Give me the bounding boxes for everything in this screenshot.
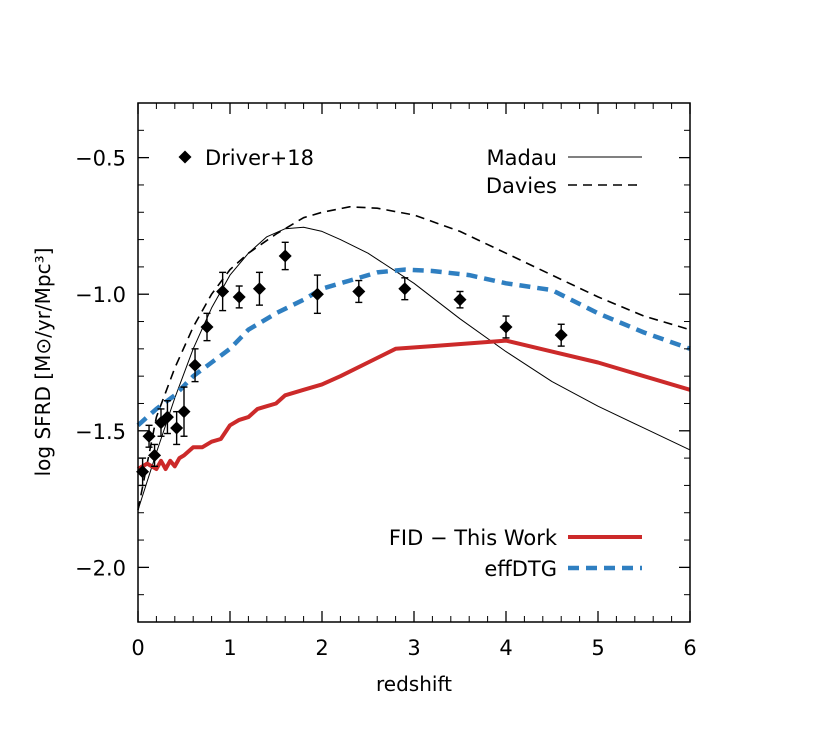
data-point-diamond	[278, 249, 292, 263]
data-point-diamond	[142, 429, 156, 443]
legend-layer: Driver+18 Madau Davies FID − This Work effDT…	[178, 146, 642, 581]
legend-label-driver-18: Driver+18	[205, 146, 314, 170]
data-point-diamond	[499, 320, 513, 334]
data-point-diamond	[188, 358, 202, 372]
legend-label-fid-this-work: FID − This Work	[389, 526, 558, 550]
data-point-diamond	[252, 282, 266, 296]
data-point-diamond	[352, 284, 366, 298]
x-tick-label: 3	[407, 636, 420, 660]
legend-label-effdtg: effDTG	[484, 557, 557, 581]
data-point-diamond	[160, 410, 174, 424]
y-tick-label: −1.0	[75, 283, 126, 307]
data-point-diamond	[177, 405, 191, 419]
y-tick-label: −2.0	[75, 556, 126, 580]
data-point-diamond	[398, 282, 412, 296]
x-tick-label: 4	[499, 636, 512, 660]
data-point-diamond	[232, 290, 246, 304]
y-tick-label: −0.5	[75, 147, 126, 171]
x-tick-label: 5	[591, 636, 604, 660]
legend-label-davies: Davies	[486, 174, 557, 198]
y-tick-label: −1.5	[75, 420, 126, 444]
legend-marker-driver-18	[178, 150, 192, 164]
series-line-fid-this-work	[136, 338, 691, 471]
y-axis-title: log SFRD [M⊙/yr/Mpc³]	[31, 248, 55, 477]
x-axis-title: redshift	[376, 672, 452, 696]
series-layer	[136, 206, 691, 511]
data-point-diamond	[310, 287, 324, 301]
tick-layer: 0 1 2 3 4 5 6 −2.0 −1.5 −1.0 −0.5	[75, 103, 697, 660]
points-layer	[136, 241, 568, 487]
x-tick-label: 2	[315, 636, 328, 660]
x-tick-label: 1	[223, 636, 236, 660]
x-tick-label: 0	[131, 636, 144, 660]
data-point-diamond	[136, 465, 150, 479]
legend-label-madau: Madau	[487, 146, 558, 170]
series-line-madau	[137, 226, 691, 511]
x-tick-label: 6	[683, 636, 696, 660]
data-point-diamond	[554, 328, 568, 342]
data-point-diamond	[453, 293, 467, 307]
series-line-effdtg	[136, 267, 691, 427]
data-point-diamond	[216, 284, 230, 298]
data-point-diamond	[200, 320, 214, 334]
data-point-diamond	[170, 421, 184, 435]
data-point-diamond	[148, 448, 162, 462]
